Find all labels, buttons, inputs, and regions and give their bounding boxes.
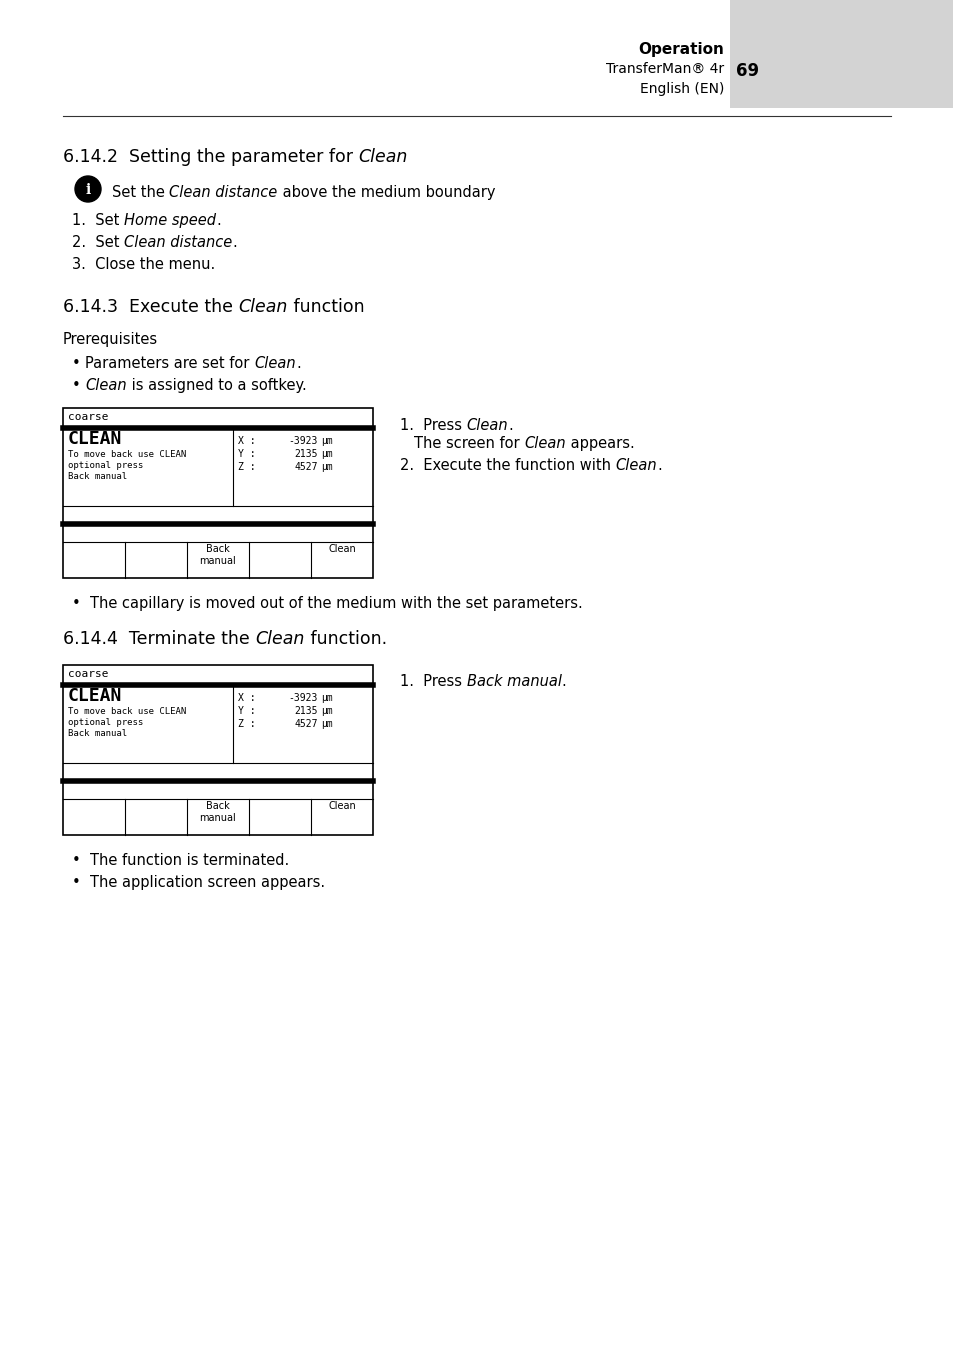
Text: μm: μm [320,719,333,729]
Text: μm: μm [320,462,333,472]
Text: Home speed: Home speed [124,214,215,228]
Text: optional press: optional press [68,718,143,727]
Text: is assigned to a softkey.: is assigned to a softkey. [127,379,307,393]
Text: above the medium boundary: above the medium boundary [277,185,495,200]
Text: 2.  Execute the function with: 2. Execute the function with [399,458,615,473]
Text: •: • [71,356,85,370]
Text: Clean distance: Clean distance [170,185,277,200]
Text: appears.: appears. [565,435,634,452]
Text: CLEAN: CLEAN [68,687,122,704]
Text: To move back use CLEAN: To move back use CLEAN [68,707,186,717]
Text: Back manual: Back manual [68,729,127,738]
Text: .: . [508,418,513,433]
Text: CLEAN: CLEAN [68,430,122,448]
Text: Back manual: Back manual [68,472,127,481]
Text: 4527: 4527 [294,719,317,729]
Text: Set the: Set the [112,185,170,200]
Text: X :: X : [237,694,255,703]
Text: •: • [71,379,85,393]
Text: 2.  Set: 2. Set [71,235,124,250]
Text: •  The capillary is moved out of the medium with the set parameters.: • The capillary is moved out of the medi… [71,596,582,611]
Text: To move back use CLEAN: To move back use CLEAN [68,450,186,458]
Text: Operation: Operation [638,42,723,57]
Text: Back manual: Back manual [466,675,561,690]
Text: Z :: Z : [237,462,255,472]
Text: .: . [295,356,300,370]
Text: Clean: Clean [466,418,508,433]
Text: Z :: Z : [237,719,255,729]
Text: .: . [233,235,237,250]
Text: Back
manual: Back manual [199,800,236,822]
Text: Back
manual: Back manual [199,544,236,565]
Bar [729,0,953,108]
Text: Clean: Clean [358,147,408,166]
Text: •  The function is terminated.: • The function is terminated. [71,853,289,868]
Text: Parameters are set for: Parameters are set for [85,356,254,370]
Text: 4527: 4527 [294,462,317,472]
Circle shape [75,176,101,201]
Text: 1.  Press: 1. Press [399,675,466,690]
Text: Clean: Clean [615,458,657,473]
Text: Clean: Clean [524,435,565,452]
Text: function: function [288,297,364,316]
Text: TransferMan® 4r: TransferMan® 4r [605,62,723,76]
Bar [63,665,373,836]
Text: μm: μm [320,449,333,458]
Text: Clean: Clean [255,630,304,648]
Text: 6.14.4  Terminate the: 6.14.4 Terminate the [63,630,255,648]
Text: Clean: Clean [85,379,127,393]
Text: X :: X : [237,435,255,446]
Text: .: . [561,675,566,690]
Text: 3.  Close the menu.: 3. Close the menu. [71,257,215,272]
Text: •  The application screen appears.: • The application screen appears. [71,875,325,890]
Text: μm: μm [320,694,333,703]
Text: -3923: -3923 [289,435,317,446]
Text: -3923: -3923 [289,694,317,703]
Text: μm: μm [320,706,333,717]
Text: Clean distance: Clean distance [124,235,233,250]
Text: 6.14.3  Execute the: 6.14.3 Execute the [63,297,238,316]
Text: i: i [85,183,91,197]
Text: Clean: Clean [328,544,355,554]
Text: 69: 69 [735,62,759,80]
Text: English (EN): English (EN) [639,82,723,96]
Text: Y :: Y : [237,449,255,458]
Text: Clean: Clean [238,297,288,316]
Text: 1.  Press: 1. Press [399,418,466,433]
Text: Y :: Y : [237,706,255,717]
Text: Clean: Clean [328,800,355,811]
Text: 2135: 2135 [294,706,317,717]
Text: 2135: 2135 [294,449,317,458]
Text: coarse: coarse [68,412,109,422]
Text: .: . [657,458,661,473]
Text: Clean: Clean [254,356,295,370]
Text: 6.14.2  Setting the parameter for: 6.14.2 Setting the parameter for [63,147,358,166]
Text: .: . [215,214,220,228]
Text: 1.  Set: 1. Set [71,214,124,228]
Bar [63,408,373,579]
Text: Prerequisites: Prerequisites [63,333,158,347]
Text: μm: μm [320,435,333,446]
Text: optional press: optional press [68,461,143,470]
Text: function.: function. [304,630,386,648]
Text: The screen for: The screen for [414,435,524,452]
Text: coarse: coarse [68,669,109,679]
